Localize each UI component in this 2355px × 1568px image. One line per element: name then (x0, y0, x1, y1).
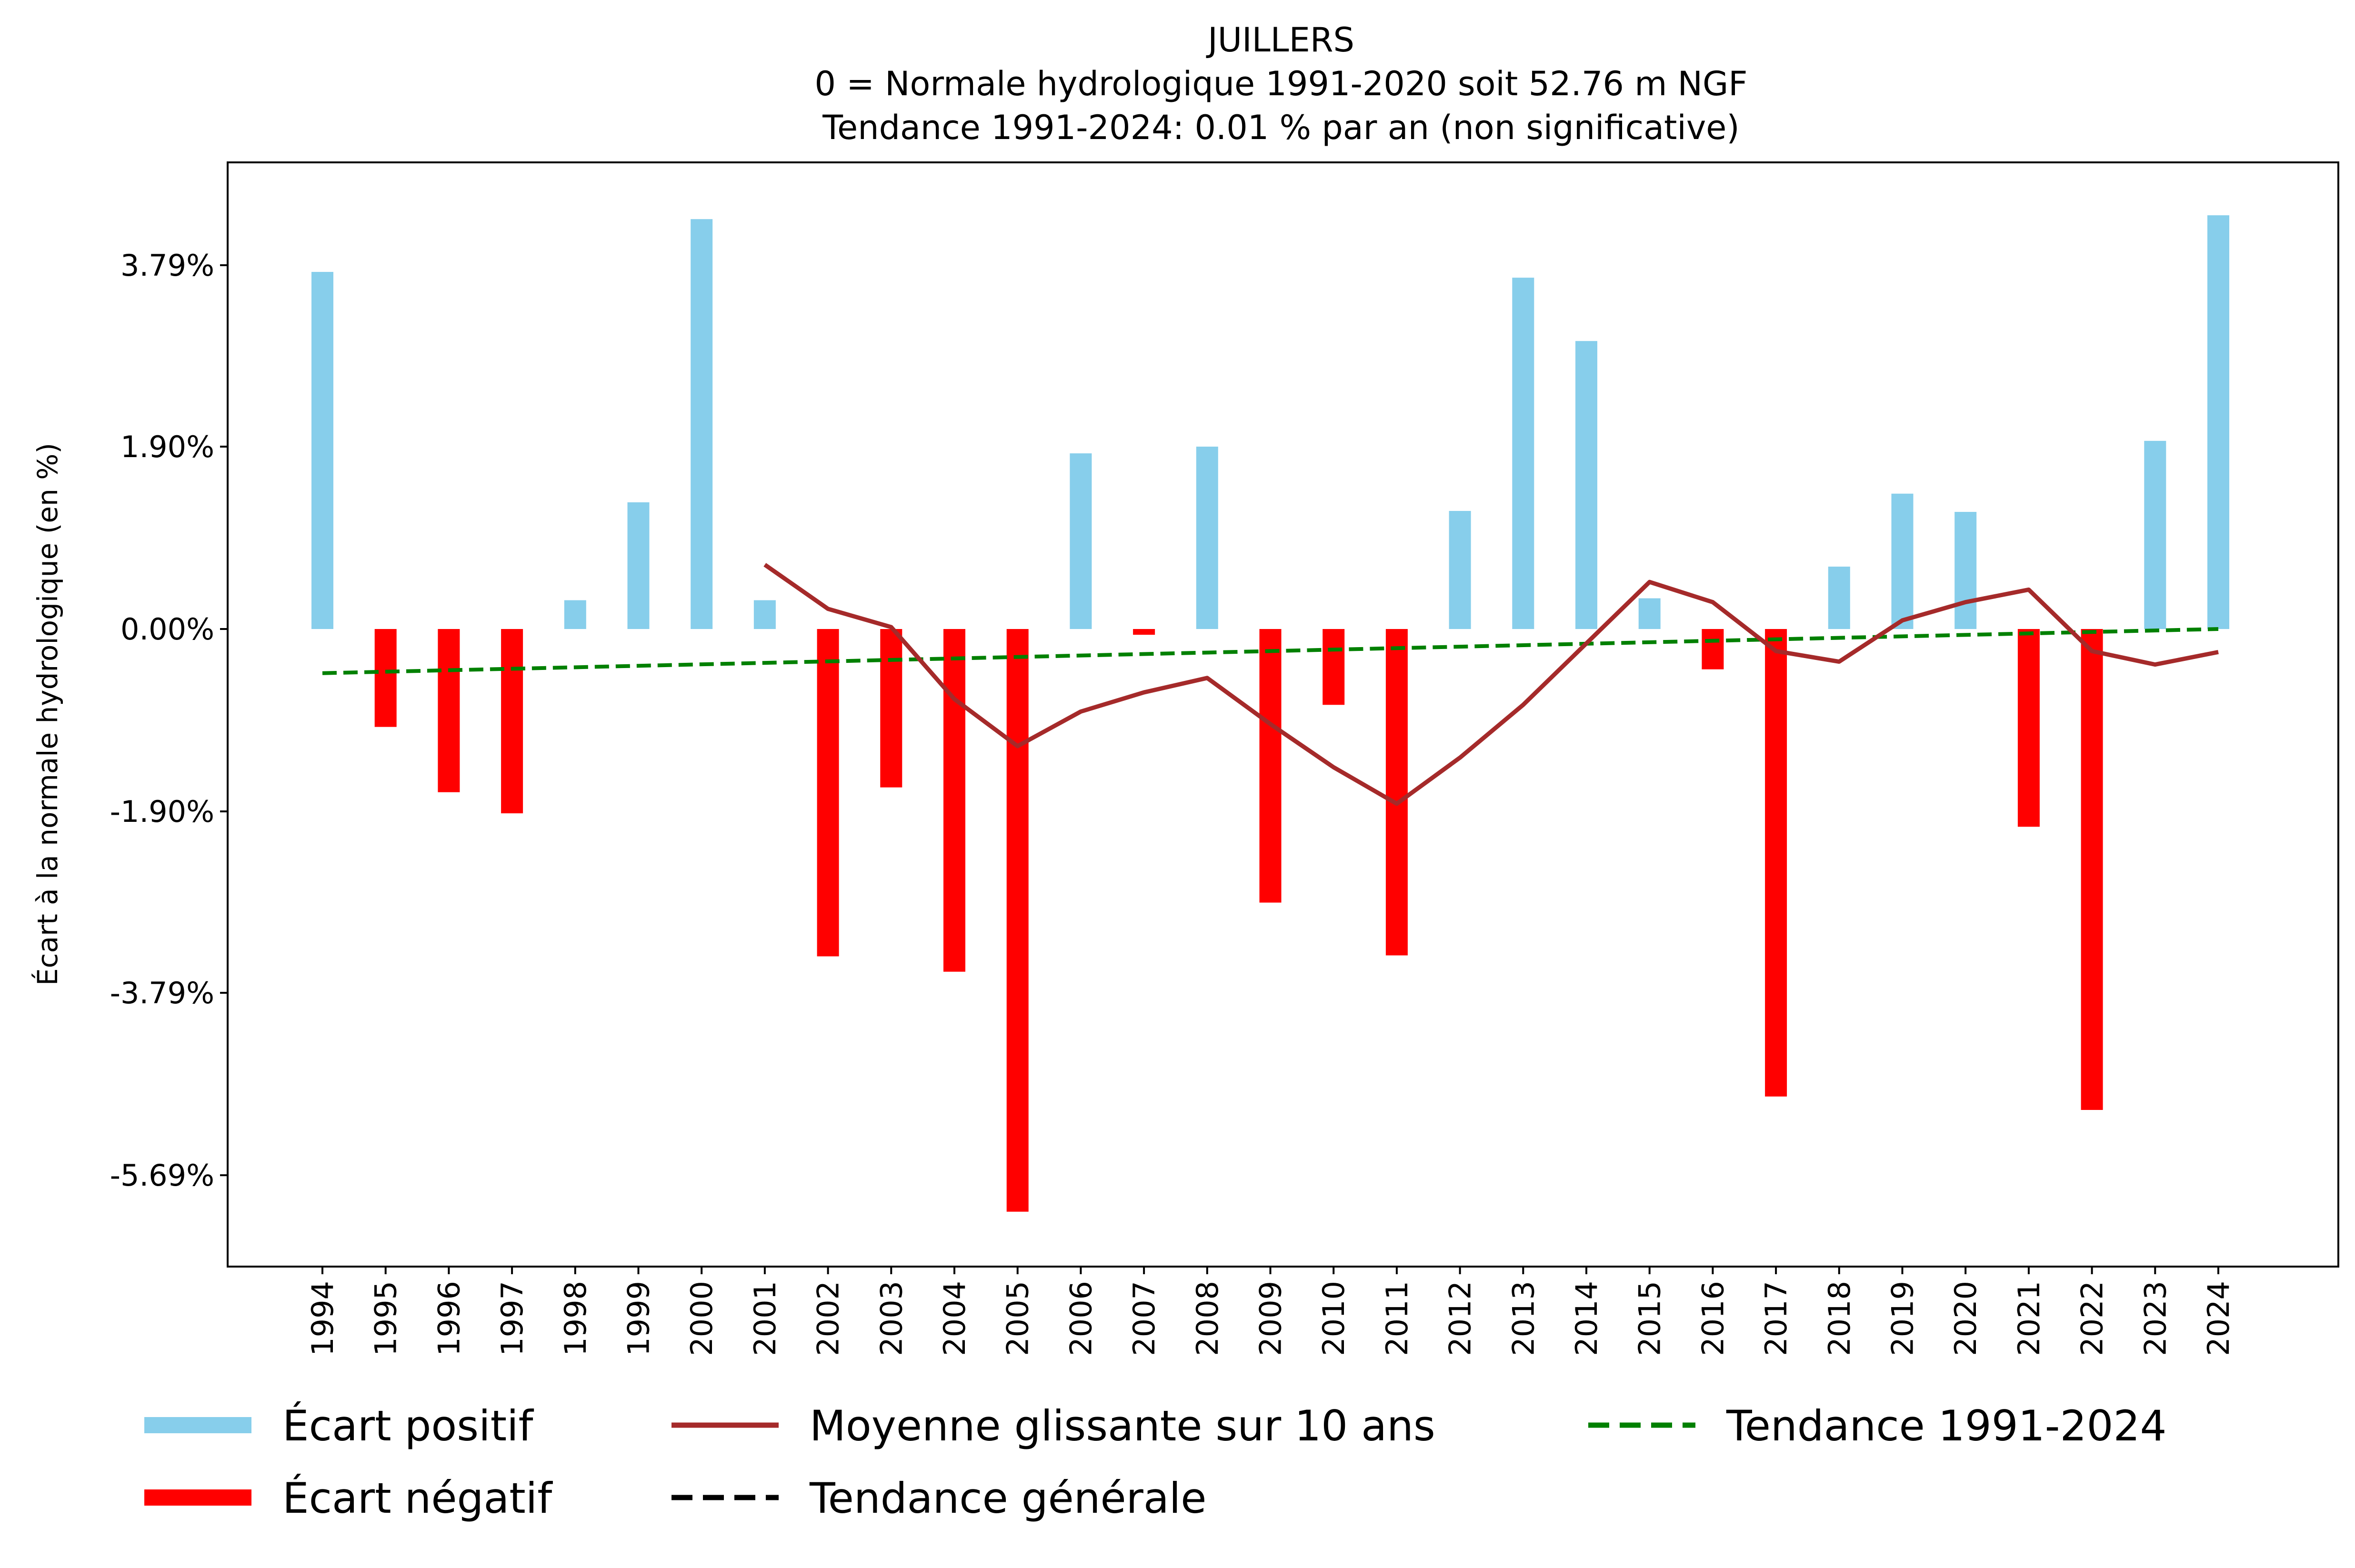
bar-2016 (1702, 629, 1724, 669)
x-tick-label: 2016 (1695, 1281, 1730, 1356)
x-tick-label: 1999 (621, 1281, 656, 1356)
bar-2007 (1133, 629, 1155, 635)
plot-frame (227, 161, 2339, 1268)
trend-line (322, 627, 2219, 675)
legend-label: Écart positif (282, 1401, 534, 1450)
bar-2011 (1385, 629, 1408, 956)
bar-2012 (1449, 511, 1471, 629)
bar-2023 (2144, 440, 2166, 629)
chart-subtitle-line-1: 0 = Normale hydrologique 1991-2020 soit … (814, 64, 1747, 103)
x-tick-label: 2004 (937, 1281, 972, 1356)
bar-2000 (691, 219, 713, 629)
bar-2001 (753, 600, 776, 629)
chart-title: JUILLERS (1206, 20, 1354, 60)
x-tick-label: 2024 (2201, 1281, 2236, 1356)
y-tick-label: -3.79% (110, 976, 214, 1010)
bar-1995 (374, 629, 397, 727)
bar-2021 (2017, 629, 2040, 827)
x-tick-label: 1995 (369, 1281, 403, 1356)
bar-2006 (1070, 453, 1092, 629)
bar-2005 (1006, 629, 1029, 1212)
y-tick-label: 0.00% (120, 612, 214, 647)
bar-1997 (501, 629, 523, 814)
bar-2010 (1323, 629, 1345, 705)
x-tick-label: 2006 (1063, 1281, 1098, 1356)
x-tick-label: 2000 (684, 1281, 719, 1356)
bar-2020 (1954, 512, 1977, 629)
legend-label: Écart négatif (282, 1474, 553, 1523)
x-tick-label: 2014 (1569, 1281, 1604, 1356)
bar-1996 (438, 629, 460, 792)
bar-2008 (1196, 446, 1218, 629)
x-tick-label: 2023 (2138, 1281, 2173, 1356)
x-tick-label: 2008 (1190, 1281, 1225, 1356)
bar-1994 (311, 272, 333, 629)
x-tick-label: 2021 (2012, 1281, 2046, 1356)
x-tick-label: 2005 (1001, 1281, 1035, 1356)
bar-2013 (1512, 278, 1534, 629)
bar-2004 (943, 629, 965, 972)
x-tick-label: 2015 (1633, 1281, 1667, 1356)
x-tick-label: 2017 (1759, 1281, 1794, 1356)
x-tick-label: 2003 (874, 1281, 909, 1356)
x-tick-label: 1994 (305, 1281, 340, 1356)
y-tick-label: -1.90% (110, 794, 214, 829)
legend-label: Tendance générale (809, 1474, 1206, 1523)
bar-1998 (564, 600, 586, 629)
plot-area (228, 162, 2338, 1267)
y-tick-label: -5.69% (110, 1158, 214, 1193)
x-tick-label: 2019 (1885, 1281, 1920, 1356)
legend-label: Tendance 1991-2024 (1726, 1401, 2166, 1450)
y-axis: 3.79% 1.90% 0.00% -1.90% -3.79% -5.69% (110, 248, 228, 1193)
bar-2019 (1891, 493, 1914, 629)
y-axis-label: Écart à la normale hydrologique (en %) (31, 443, 64, 986)
chart-subtitle-line-2: Tendance 1991-2024: 0.01 % par an (non s… (822, 108, 1739, 147)
x-tick-label: 2007 (1127, 1281, 1162, 1356)
bars-group (311, 215, 2229, 1212)
x-tick-label: 2013 (1506, 1281, 1541, 1356)
lines-group (322, 563, 2219, 806)
legend-label: Moyenne glissante sur 10 ans (810, 1401, 1435, 1450)
rolling-mean-line (763, 563, 2219, 806)
x-tick-label: 2012 (1443, 1281, 1478, 1356)
legend: Écart positif Écart négatif Moyenne glissa… (144, 1401, 2166, 1523)
y-tick-label: 3.79% (120, 248, 214, 283)
bar-2022 (2081, 629, 2103, 1110)
x-tick-label: 2018 (1822, 1281, 1857, 1356)
x-tick-label: 2009 (1253, 1281, 1288, 1356)
x-tick-label: 1997 (495, 1281, 530, 1356)
bar-1999 (627, 502, 650, 629)
bar-2017 (1765, 629, 1787, 1097)
x-tick-label: 2011 (1380, 1281, 1414, 1356)
x-tick-label: 2001 (748, 1281, 782, 1356)
bar-2002 (817, 629, 839, 957)
x-axis: 1994 1995 1996 1997 1998 1999 2000 2001 2002 2003… (305, 1267, 2236, 1356)
x-tick-label: 2022 (2075, 1281, 2110, 1356)
x-tick-label: 2002 (811, 1281, 846, 1356)
bar-2003 (880, 629, 902, 788)
x-tick-label: 2020 (1948, 1281, 1983, 1356)
x-tick-label: 1996 (431, 1281, 466, 1356)
bar-2024 (2207, 215, 2229, 629)
y-tick-label: 1.90% (120, 429, 214, 464)
x-tick-label: 1998 (558, 1281, 593, 1356)
x-tick-label: 2010 (1316, 1281, 1351, 1356)
bar-2015 (1638, 598, 1661, 629)
bar-2018 (1828, 566, 1850, 629)
bar-2014 (1575, 341, 1597, 629)
bar-2009 (1259, 629, 1282, 903)
